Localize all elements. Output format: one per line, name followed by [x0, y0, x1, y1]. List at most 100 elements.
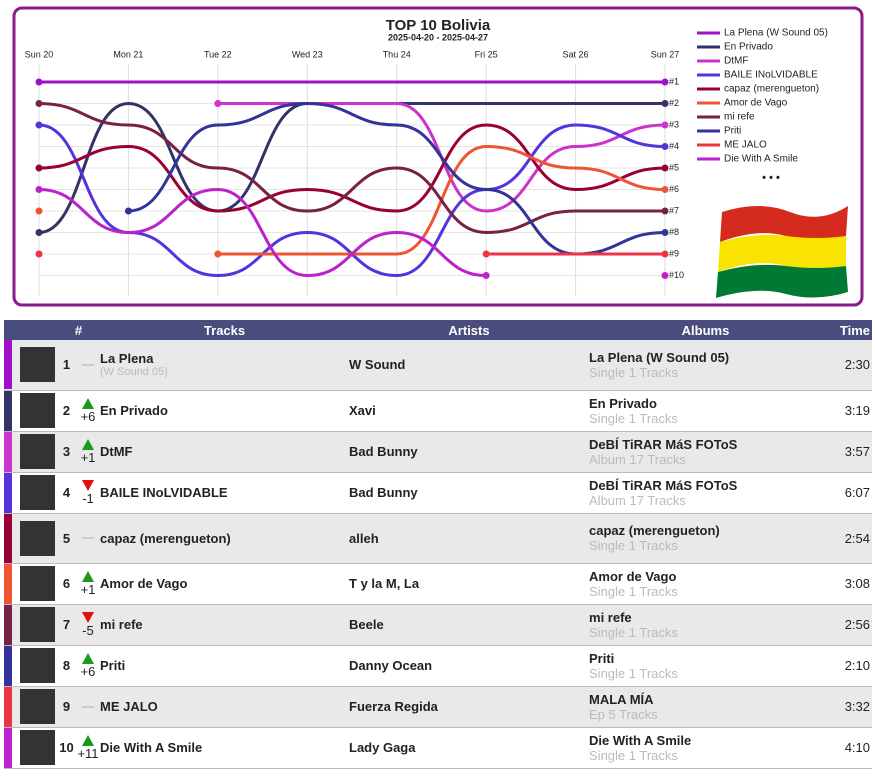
- row-color: [4, 604, 12, 645]
- change-value: +1: [80, 581, 96, 597]
- album-info: Single 1 Tracks: [589, 410, 678, 426]
- x-tick-label: Fri 25: [475, 49, 498, 59]
- row-color: [4, 390, 12, 431]
- track-name: BAILE INoLVIDABLE: [100, 485, 228, 500]
- chart-title: TOP 10 Bolivia: [386, 17, 491, 34]
- rank-change: -5: [76, 604, 101, 646]
- track-cell: Amor de Vago: [100, 563, 350, 605]
- legend-label: Priti: [724, 126, 741, 137]
- point: [661, 229, 669, 236]
- track-sub: (W Sound 05): [100, 366, 168, 379]
- header-cell: #: [57, 320, 101, 340]
- change-value: +11: [77, 745, 99, 761]
- rank: 2: [57, 390, 76, 432]
- rank: 1: [57, 340, 76, 391]
- legend-label: DtMF: [724, 56, 748, 67]
- header-cell: [4, 320, 57, 340]
- duration: 3:08: [822, 563, 873, 605]
- rank: 7: [57, 604, 76, 646]
- tracks-table: # Tracks Artists Albums Time 1 La Plena (W Sou…: [4, 320, 873, 769]
- thumb-cell: [4, 727, 57, 769]
- album-cell: DeBÍ TiRAR MáS FOToS Album 17 Tracks: [589, 431, 823, 473]
- table-row: 2 +6 En Privado Xavi En Privado Single 1 Trac…: [4, 390, 873, 432]
- rank-change: +1: [76, 431, 101, 473]
- album-art: [20, 520, 55, 556]
- header-cell: Time: [822, 320, 873, 340]
- album-art: [20, 689, 55, 724]
- legend-label: En Privado: [724, 42, 773, 53]
- album-cell: Amor de Vago Single 1 Tracks: [589, 563, 823, 605]
- y-tick-label: #4: [669, 141, 679, 151]
- track-name: ME JALO: [100, 699, 158, 714]
- point: [35, 164, 43, 172]
- x-tick-label: Tue 22: [204, 49, 232, 59]
- thumb-cell: [4, 390, 57, 432]
- album-cell: La Plena (W Sound 05) Single 1 Tracks: [589, 340, 823, 391]
- artist: Beele: [349, 604, 590, 646]
- album-info: Album 17 Tracks: [589, 451, 686, 467]
- point: [35, 78, 43, 86]
- point: [661, 121, 669, 129]
- track-cell: capaz (merengueton): [100, 513, 350, 564]
- thumb-cell: [4, 513, 57, 564]
- y-tick-label: #10: [669, 270, 684, 280]
- rank: 9: [57, 686, 76, 728]
- thumb-cell: [4, 472, 57, 514]
- arrow-up: [82, 652, 94, 664]
- track-name: DtMF: [100, 444, 133, 459]
- rank: 3: [57, 431, 76, 473]
- album-info: Single 1 Tracks: [589, 364, 678, 380]
- track-name: mi refe: [100, 617, 143, 632]
- artist: Xavi: [349, 390, 590, 432]
- track-name: capaz (merengueton): [100, 530, 231, 546]
- point: [661, 164, 669, 172]
- point: [35, 100, 43, 107]
- table-header: # Tracks Artists Albums Time: [4, 320, 873, 340]
- table-row: 3 +1 DtMF Bad Bunny DeBÍ TiRAR MáS FOToS Albu…: [4, 431, 873, 473]
- track-cell: BAILE INoLVIDABLE: [100, 472, 350, 514]
- album-art: [20, 730, 55, 765]
- album-info: Ep 5 Tracks: [589, 706, 658, 722]
- album-cell: mi refe Single 1 Tracks: [589, 604, 823, 646]
- series-line: [38, 102, 665, 235]
- chart: TOP 10 Bolivia 2025-04-20 - 2025-04-27 •…: [12, 6, 864, 307]
- rank-change: [76, 686, 101, 728]
- point: [661, 78, 669, 86]
- album-info: Single 1 Tracks: [589, 538, 678, 553]
- album-cell: MALA MÍA Ep 5 Tracks: [589, 686, 823, 728]
- artist: T y la M, La: [349, 563, 590, 605]
- album-name: mi refe: [589, 609, 632, 625]
- point: [35, 250, 43, 258]
- album-name: DeBÍ TiRAR MáS FOToS: [589, 477, 738, 493]
- album-art: [20, 566, 55, 601]
- no-change: [82, 363, 94, 366]
- duration: 3:19: [822, 390, 873, 432]
- legend-label: BAILE INoLVIDABLE: [724, 70, 818, 81]
- album-info: Single 1 Tracks: [589, 665, 678, 681]
- rank-change: [76, 340, 101, 391]
- album-name: capaz (merengueton): [589, 523, 720, 538]
- legend-label: La Plena (W Sound 05): [724, 28, 828, 39]
- album-cell: DeBÍ TiRAR MáS FOToS Album 17 Tracks: [589, 472, 823, 514]
- point: [214, 100, 222, 107]
- x-tick-label: Thu 24: [383, 49, 411, 59]
- point: [35, 186, 43, 193]
- table-row: 6 +1 Amor de Vago T y la M, La Amor de Vago S…: [4, 563, 873, 605]
- track-name: Die With A Smile: [100, 740, 203, 755]
- duration: 3:57: [822, 431, 873, 473]
- point: [661, 207, 669, 215]
- y-tick-label: #5: [669, 162, 679, 172]
- row-color: [4, 340, 12, 390]
- point: [661, 100, 669, 107]
- series-line: [38, 123, 666, 213]
- row-color: [4, 645, 12, 686]
- point: [661, 250, 669, 258]
- series-line: [38, 187, 487, 278]
- duration: 6:07: [822, 472, 873, 514]
- point: [35, 121, 43, 129]
- album-art: [20, 393, 55, 428]
- track-name: La Plena: [100, 351, 154, 367]
- album-info: Single 1 Tracks: [589, 583, 678, 599]
- album-cell: Die With A Smile Single 1 Tracks: [589, 727, 823, 769]
- rank-change: +6: [76, 645, 101, 687]
